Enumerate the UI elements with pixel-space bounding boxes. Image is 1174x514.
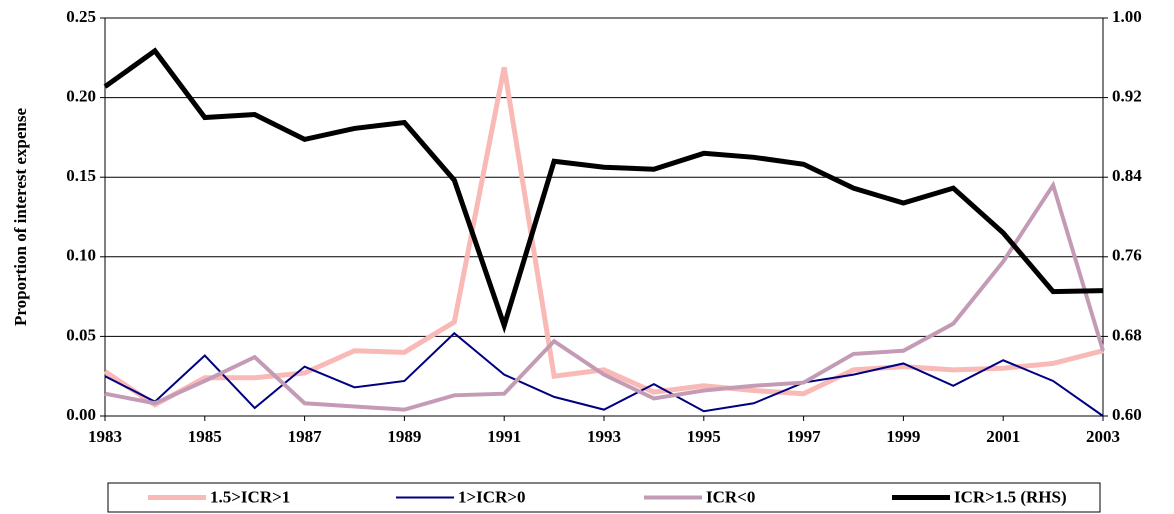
y-tick-label: 0.10 [66, 246, 96, 265]
y-tick-label: 0.20 [66, 87, 96, 106]
x-tick-label: 1989 [387, 427, 421, 446]
x-tick-label: 1993 [587, 427, 621, 446]
series-line [104, 331, 1104, 417]
x-tick-label: 1997 [787, 427, 822, 446]
x-tick-label: 1991 [487, 427, 521, 446]
x-tick-label: 1983 [88, 427, 122, 446]
x-tick-label: 1999 [886, 427, 920, 446]
series-line [104, 180, 1105, 412]
x-tick-label: 1987 [288, 427, 323, 446]
y2-tick-label: 0.60 [1112, 405, 1142, 424]
x-tick-label: 2003 [1086, 427, 1120, 446]
y2-tick-label: 0.76 [1112, 246, 1142, 265]
legend-label: ICR>1.5 (RHS) [954, 487, 1067, 506]
legend-label: 1.5>ICR>1 [210, 487, 290, 506]
y-tick-label: 0.00 [66, 405, 96, 424]
y-tick-label: 0.25 [66, 7, 96, 26]
y-tick-label: 0.05 [66, 325, 96, 344]
legend-box [107, 482, 1101, 513]
y2-tick-label: 0.84 [1112, 166, 1142, 185]
series-line [103, 47, 1104, 334]
x-tick-label: 1995 [687, 427, 721, 446]
legend-label: ICR<0 [706, 487, 755, 506]
y2-tick-label: 0.68 [1112, 325, 1142, 344]
series-line [103, 66, 1104, 408]
legend-label: 1>ICR>0 [458, 487, 526, 506]
y-tick-label: 0.15 [66, 166, 96, 185]
x-tick-label: 1985 [188, 427, 222, 446]
x-tick-label: 2001 [986, 427, 1020, 446]
plot-frame [104, 17, 1104, 417]
y-axis-label: Proportion of interest expense [11, 108, 30, 326]
y2-tick-label: 1.00 [1112, 7, 1142, 26]
y2-tick-label: 0.92 [1112, 87, 1142, 106]
